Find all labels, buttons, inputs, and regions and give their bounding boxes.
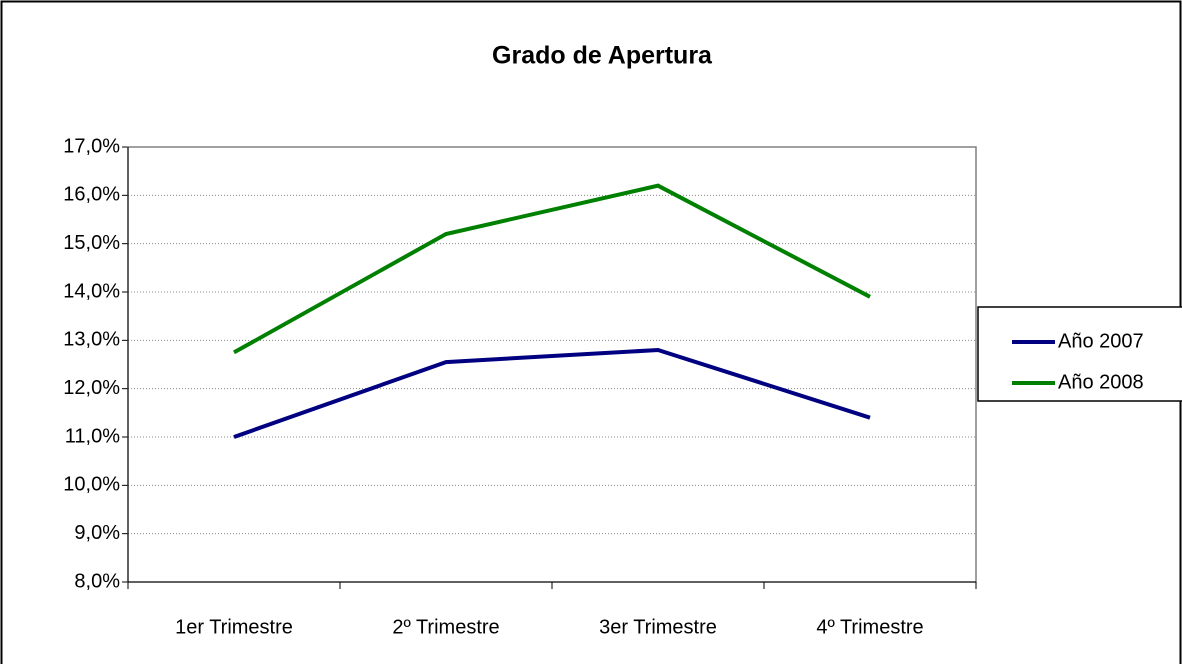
legend-label: Año 2007 bbox=[1058, 330, 1144, 352]
x-tick-label: 4º Trimestre bbox=[816, 616, 923, 638]
legend-label: Año 2008 bbox=[1058, 371, 1144, 393]
y-tick-label: 9,0% bbox=[74, 522, 120, 544]
y-tick-label: 13,0% bbox=[63, 329, 120, 351]
y-tick-label: 17,0% bbox=[63, 135, 120, 157]
chart-title: Grado de Apertura bbox=[492, 42, 713, 70]
y-tick-label: 14,0% bbox=[63, 280, 120, 302]
legend-box bbox=[977, 306, 1182, 402]
y-tick-label: 8,0% bbox=[74, 570, 120, 592]
y-tick-label: 16,0% bbox=[63, 184, 120, 206]
y-tick-label: 10,0% bbox=[63, 474, 120, 496]
y-tick-label: 15,0% bbox=[63, 232, 120, 254]
line-series bbox=[233, 183, 871, 355]
x-tick-label: 2º Trimestre bbox=[392, 616, 499, 638]
plot-border bbox=[127, 146, 977, 583]
x-tick-label: 1er Trimestre bbox=[175, 616, 293, 638]
y-tick-label: 11,0% bbox=[65, 425, 120, 447]
x-tick-label: 3er Trimestre bbox=[599, 616, 717, 638]
y-tick-label: 12,0% bbox=[63, 377, 120, 399]
line-series bbox=[233, 347, 871, 439]
